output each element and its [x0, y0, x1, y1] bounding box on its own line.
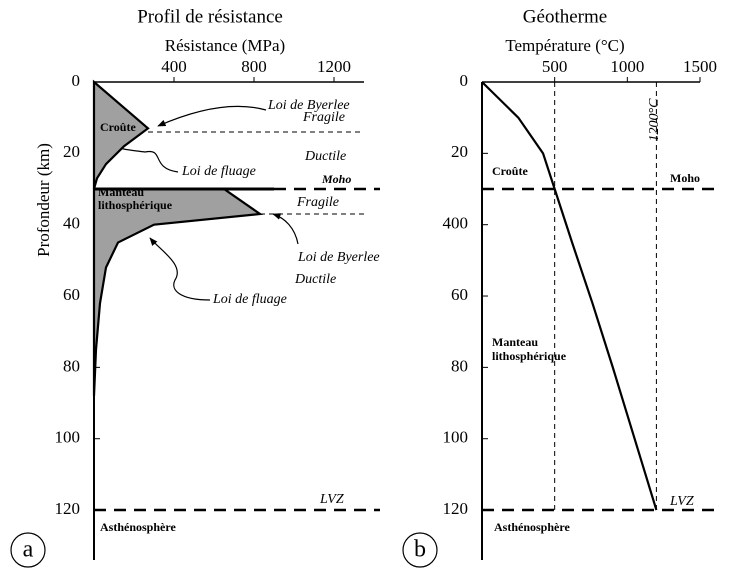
y-tick-label: 0 [72, 71, 81, 90]
annotation: Asthénosphère [100, 520, 176, 534]
annotation: Loi de fluage [212, 292, 287, 307]
annotation: lithosphérique [98, 198, 173, 212]
y-tick-label: 0 [460, 71, 469, 90]
annotation: LVZ [319, 492, 344, 507]
y-tick-label: 120 [443, 499, 469, 518]
x-tick-label: 1000 [610, 57, 644, 76]
arrow [111, 145, 179, 173]
annotation: Ductile [294, 272, 336, 287]
annotation: Manteau [492, 335, 538, 349]
annotation: Croûte [492, 164, 528, 178]
panel-circle [10, 532, 46, 568]
annotation: Loi de Byerlee [267, 98, 350, 113]
x-tick-label: 400 [161, 57, 187, 76]
arrow [157, 105, 267, 127]
x-tick-label: 800 [241, 57, 267, 76]
annotation: Moho [670, 171, 700, 185]
chart-title: Géotherme [523, 6, 607, 27]
y-tick-label: 120 [55, 499, 81, 518]
arrows [10, 105, 438, 568]
x-axis-label: Résistance (MPa) [165, 36, 285, 55]
y-tick-label: 20 [451, 142, 468, 161]
y-axis-label: Profondeur (km) [34, 143, 53, 257]
y-tick-label: 100 [55, 428, 81, 447]
x-tick-label: 500 [542, 57, 568, 76]
x-axis-label: Température (°C) [505, 36, 624, 55]
annotation: LVZ [669, 494, 694, 509]
annotation: Fragile [296, 195, 339, 210]
y-tick-label: 100 [443, 428, 469, 447]
annotation: Manteau [98, 185, 144, 199]
arrow [149, 237, 211, 301]
x-tick-label: 1200 [317, 57, 351, 76]
chart-title: Profil de résistance [137, 6, 283, 27]
curve [92, 187, 264, 396]
annotation: Croûte [100, 120, 136, 134]
curve [481, 81, 658, 511]
annotation: a [23, 537, 34, 563]
annotation: b [414, 537, 426, 563]
y-tick-label: 60 [63, 285, 80, 304]
annotation: Ductile [304, 149, 346, 164]
arrow [272, 213, 299, 245]
annotation: Moho [321, 172, 351, 186]
annotation: Loi de Byerlee [297, 250, 380, 265]
curve [92, 79, 150, 190]
annotation: 1200°C [647, 98, 662, 142]
y-tick-label: 400 [443, 214, 469, 233]
annotation: Fragile [302, 110, 345, 125]
y-tick-label: 40 [63, 214, 80, 233]
annotation: Asthénosphère [494, 520, 570, 534]
annotation: lithosphérique [492, 349, 567, 363]
panel-circle [402, 532, 438, 568]
y-tick-label: 80 [451, 356, 468, 375]
y-tick-label: 20 [63, 142, 80, 161]
x-tick-label: 1500 [683, 57, 717, 76]
annotation: Loi de fluage [181, 164, 256, 179]
y-tick-label: 80 [63, 356, 80, 375]
y-tick-label: 60 [451, 285, 468, 304]
